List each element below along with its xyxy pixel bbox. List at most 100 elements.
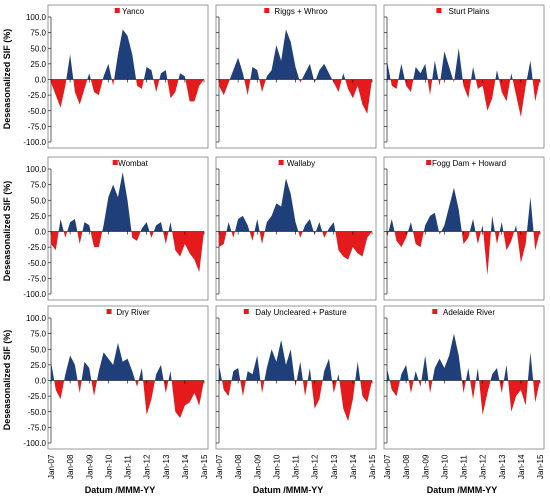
y-tick-label: -100.0 — [23, 138, 46, 147]
y-tick-label: 0.0 — [35, 76, 47, 85]
x-tick-label: Jan-15 — [200, 454, 209, 479]
x-axis-label-col-2: Datum /MMM-YY — [253, 485, 324, 495]
chart-panel-5: Wallaby — [215, 156, 377, 301]
y-tick-label: -50.0 — [28, 408, 47, 417]
x-tick-label: Jan-09 — [85, 454, 94, 479]
y-tick-label: 0.0 — [35, 228, 47, 237]
x-tick-label: Jan-15 — [536, 454, 545, 479]
x-tick-label: Jan-09 — [421, 454, 430, 479]
y-axis-label-row-3: Deseasonalized SIF (%) — [2, 330, 12, 431]
chart-panel-9: Adelaide River Jan-07 Jan-08 Jan-09 Jan-10 Ja… — [383, 305, 545, 479]
panel-frame — [47, 305, 209, 450]
legend-swatch — [112, 160, 118, 165]
x-tick-label: Jan-08 — [402, 454, 411, 479]
y-tick-label: -25.0 — [28, 91, 47, 100]
positive-anomaly-area — [51, 343, 204, 381]
negative-anomaly-area — [387, 231, 540, 276]
panel-title: Riggs + Whroo — [274, 7, 328, 16]
legend-swatch — [278, 160, 284, 165]
x-tick-label: Jan-15 — [368, 454, 377, 479]
chart-panel-6: Fogg Dam + Howard — [383, 156, 545, 301]
panel-title: Wombat — [118, 159, 148, 168]
x-tick-label: Jan-13 — [498, 454, 507, 479]
x-tick-label: Jan-07 — [383, 454, 392, 479]
positive-anomaly-area — [51, 29, 204, 80]
positive-anomaly-area — [51, 172, 204, 232]
x-tick-label: Jan-11 — [460, 455, 469, 479]
panel-title: Fogg Dam + Howard — [432, 159, 506, 168]
y-tick-label: -100.0 — [23, 439, 46, 448]
y-tick-label: 100.0 — [26, 13, 47, 22]
y-tick-label: -75.0 — [28, 274, 47, 283]
positive-anomaly-area — [387, 187, 540, 232]
legend-swatch — [432, 309, 438, 314]
chart-panel-2: Riggs + Whroo — [215, 4, 377, 149]
panel-title: Daly Uncleared + Pasture — [255, 308, 347, 317]
chart-panel-1: Yanco 100.0 75.0 50.0 25.0 0.0 -25.0 -50.0 -75.0… — [23, 4, 209, 149]
y-tick-label: 25.0 — [30, 361, 46, 370]
chart-panel-4: Wombat 100.0 75.0 50.0 25.0 0.0 -25.0 -50.0 -75.… — [23, 156, 209, 301]
panel-frame — [47, 4, 209, 149]
y-tick-label: -75.0 — [28, 122, 47, 131]
x-tick-label: Jan-14 — [517, 454, 526, 479]
x-axis-label-col-3: Datum /MMM-YY — [427, 485, 498, 495]
y-tick-label: 100.0 — [26, 165, 47, 174]
y-tick-label: -100.0 — [23, 290, 46, 299]
y-tick-label: 25.0 — [30, 60, 46, 69]
panel-title: Yanco — [122, 7, 145, 16]
y-tick-label: 50.0 — [30, 345, 46, 354]
y-tick-label: 75.0 — [30, 330, 46, 339]
negative-anomaly-area — [51, 231, 204, 273]
legend-swatch — [264, 8, 270, 13]
chart-panel-7: Dry River 100.0 75.0 50.0 25.0 0.0 -25.0 -50.0 -… — [23, 305, 209, 479]
positive-anomaly-area — [219, 339, 372, 381]
panel-frame — [383, 4, 545, 149]
negative-anomaly-area — [387, 79, 540, 117]
y-axis-label-row-2: Deseasonalized SIF (%) — [2, 181, 12, 282]
y-tick-label: 50.0 — [30, 44, 46, 53]
y-tick-label: 50.0 — [30, 196, 46, 205]
positive-anomaly-area — [219, 178, 372, 232]
legend-swatch — [114, 8, 120, 13]
chart-panel-8: Daly Uncleared + Pasture Jan-07 Jan-08 Jan-… — [215, 305, 377, 479]
positive-anomaly-area — [387, 48, 540, 80]
negative-anomaly-area — [51, 380, 204, 418]
panel-title: Dry River — [116, 308, 150, 317]
y-tick-label: 75.0 — [30, 181, 46, 190]
x-tick-label: Jan-11 — [292, 455, 301, 479]
positive-anomaly-area — [219, 29, 372, 80]
panel-frame — [47, 156, 209, 301]
x-tick-label: Jan-14 — [181, 454, 190, 479]
x-tick-label: Jan-13 — [162, 454, 171, 479]
y-tick-label: 0.0 — [35, 377, 47, 386]
negative-anomaly-area — [51, 79, 204, 108]
panel-frame — [215, 4, 377, 149]
y-tick-label: -50.0 — [28, 107, 47, 116]
x-tick-label: Jan-10 — [104, 454, 113, 479]
legend-swatch — [426, 160, 432, 165]
chart-panel-3: Sturt Plains — [383, 4, 545, 149]
legend-swatch — [436, 8, 442, 13]
panel-title: Wallaby — [287, 159, 315, 168]
x-tick-label: Jan-07 — [47, 454, 56, 479]
legend-swatch — [106, 309, 112, 314]
x-tick-label: Jan-10 — [272, 454, 281, 479]
negative-anomaly-area — [219, 79, 372, 114]
panel-title: Adelaide River — [443, 308, 495, 317]
x-tick-label: Jan-10 — [440, 454, 449, 479]
y-tick-label: 25.0 — [30, 212, 46, 221]
x-tick-label: Jan-12 — [143, 454, 152, 479]
x-tick-label: Jan-12 — [311, 454, 320, 479]
x-tick-label: Jan-07 — [215, 454, 224, 479]
y-tick-label: 100.0 — [26, 314, 47, 323]
y-tick-label: -25.0 — [28, 243, 47, 252]
x-tick-label: Jan-08 — [234, 454, 243, 479]
x-tick-label: Jan-08 — [66, 454, 75, 479]
y-tick-label: 75.0 — [30, 29, 46, 38]
panel-frame — [215, 156, 377, 301]
x-axis-label-col-1: Datum /MMM-YY — [85, 485, 156, 495]
negative-anomaly-area — [387, 380, 540, 415]
negative-anomaly-area — [219, 380, 372, 422]
x-tick-label: Jan-11 — [124, 455, 133, 479]
y-axis-label-row-1: Deseasonalized SIF (%) — [2, 29, 12, 130]
